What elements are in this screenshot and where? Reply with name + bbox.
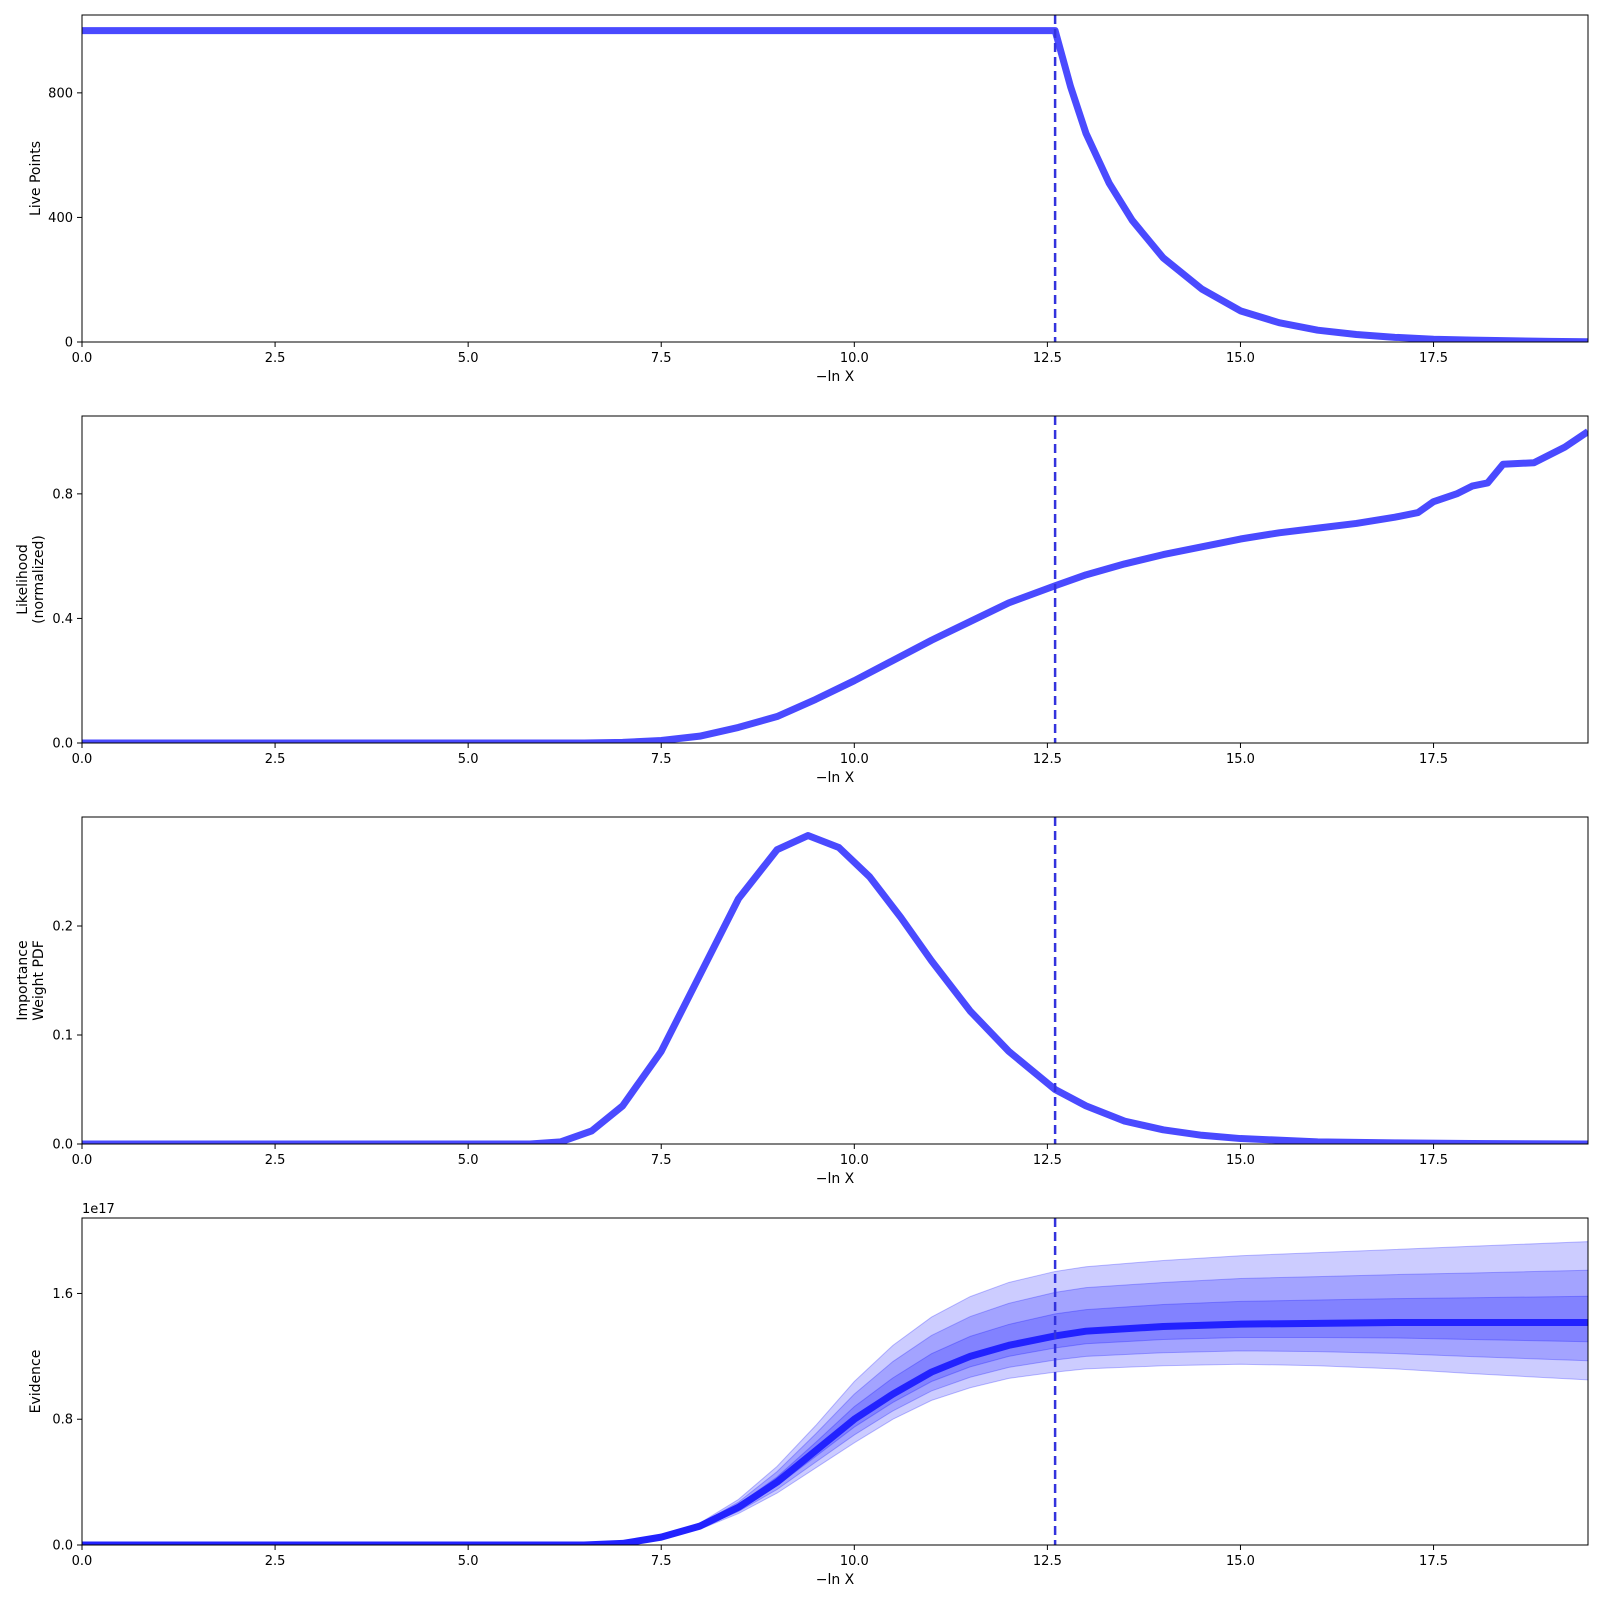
plot-area [82, 1241, 1588, 1545]
y-offset-label: 1e17 [82, 1202, 115, 1217]
x-tick-label: 10.0 [840, 351, 869, 366]
y-tick-label: 0.0 [52, 1138, 73, 1153]
x-tick-label: 10.0 [840, 1153, 869, 1168]
axes-frame [81, 415, 1589, 744]
evidence-band-2-sigma [82, 1269, 1588, 1545]
x-tick-label: 0.0 [72, 1554, 93, 1569]
x-tick-label: 2.5 [265, 1554, 286, 1569]
x-tick-label: 5.0 [458, 1554, 479, 1569]
plot-area [82, 832, 1588, 1144]
y-tick-label: 0 [65, 336, 73, 351]
y-axis-label: Weight PDF [31, 940, 47, 1021]
y-tick-label: 0.8 [52, 1413, 73, 1428]
y-axis-label: (normalized) [31, 535, 47, 624]
y-axis-label: Live Points [28, 141, 44, 216]
y-tick-label: 0.2 [52, 920, 73, 935]
axes-frame [81, 14, 1589, 343]
x-tick-label: 12.5 [1033, 1554, 1062, 1569]
y-tick-label: 0.0 [52, 737, 73, 752]
plot-area [82, 428, 1588, 743]
x-tick-label: 5.0 [458, 752, 479, 767]
panel-evidence: 0.0 2.5 5.0 7.5 10.0 12.5 15.0 17.5 −ln X 0.0 0.8 1… [28, 1202, 1589, 1588]
panel-live-points: 0.0 2.5 5.0 7.5 10.0 12.5 15.0 17.5 −ln X 0 400 800… [28, 14, 1589, 385]
y-axis-label: Importance [15, 940, 31, 1020]
x-tick-label: 2.5 [265, 351, 286, 366]
x-tick-label: 17.5 [1419, 351, 1448, 366]
y-tick-label: 0.4 [52, 612, 73, 627]
x-tick-label: 7.5 [651, 351, 672, 366]
live-points-line [82, 27, 1588, 342]
x-tick-label: 17.5 [1419, 752, 1448, 767]
x-tick-label: 5.0 [458, 351, 479, 366]
axes-frame [81, 816, 1589, 1145]
y-tick-label: 0.0 [52, 1539, 73, 1554]
evidence-mean-line [82, 1319, 1588, 1545]
likelihood-line [82, 428, 1588, 743]
panel-likelihood: 0.0 2.5 5.0 7.5 10.0 12.5 15.0 17.5 −ln X 0.0 0.4 0… [15, 415, 1589, 786]
x-tick-label: 7.5 [651, 1554, 672, 1569]
x-tick-label: 12.5 [1033, 351, 1062, 366]
y-tick-label: 1.6 [52, 1287, 73, 1302]
x-tick-label: 12.5 [1033, 752, 1062, 767]
x-axis-label: −ln X [816, 1171, 855, 1187]
y-axis-label: Likelihood [15, 544, 31, 615]
x-tick-label: 7.5 [651, 1153, 672, 1168]
x-tick-label: 7.5 [651, 752, 672, 767]
x-tick-label: 2.5 [265, 1153, 286, 1168]
x-tick-label: 0.0 [72, 351, 93, 366]
y-tick-label: 0.1 [52, 1029, 73, 1044]
axes-frame [81, 1217, 1589, 1546]
evidence-band-3-sigma [82, 1241, 1588, 1545]
x-tick-label: 15.0 [1226, 752, 1255, 767]
x-tick-label: 10.0 [840, 752, 869, 767]
x-axis-label: −ln X [816, 1572, 855, 1588]
y-tick-label: 400 [48, 211, 73, 226]
x-tick-label: 12.5 [1033, 1153, 1062, 1168]
x-tick-label: 15.0 [1226, 1153, 1255, 1168]
x-tick-label: 0.0 [72, 1153, 93, 1168]
x-tick-label: 15.0 [1226, 351, 1255, 366]
plot-area [82, 27, 1588, 342]
x-axis-label: −ln X [816, 369, 855, 385]
x-tick-label: 17.5 [1419, 1554, 1448, 1569]
x-tick-label: 2.5 [265, 752, 286, 767]
x-tick-label: 17.5 [1419, 1153, 1448, 1168]
x-tick-label: 15.0 [1226, 1554, 1255, 1569]
x-tick-label: 0.0 [72, 752, 93, 767]
y-tick-label: 800 [48, 86, 73, 101]
x-tick-label: 10.0 [840, 1554, 869, 1569]
x-tick-label: 5.0 [458, 1153, 479, 1168]
panel-importance-weight: 0.0 2.5 5.0 7.5 10.0 12.5 15.0 17.5 −ln X 0.0 0.1 0… [15, 816, 1589, 1187]
importance-weight-line [82, 832, 1588, 1144]
x-axis-label: −ln X [816, 770, 855, 786]
y-axis-label: Evidence [28, 1350, 44, 1414]
y-tick-label: 0.8 [52, 487, 73, 502]
